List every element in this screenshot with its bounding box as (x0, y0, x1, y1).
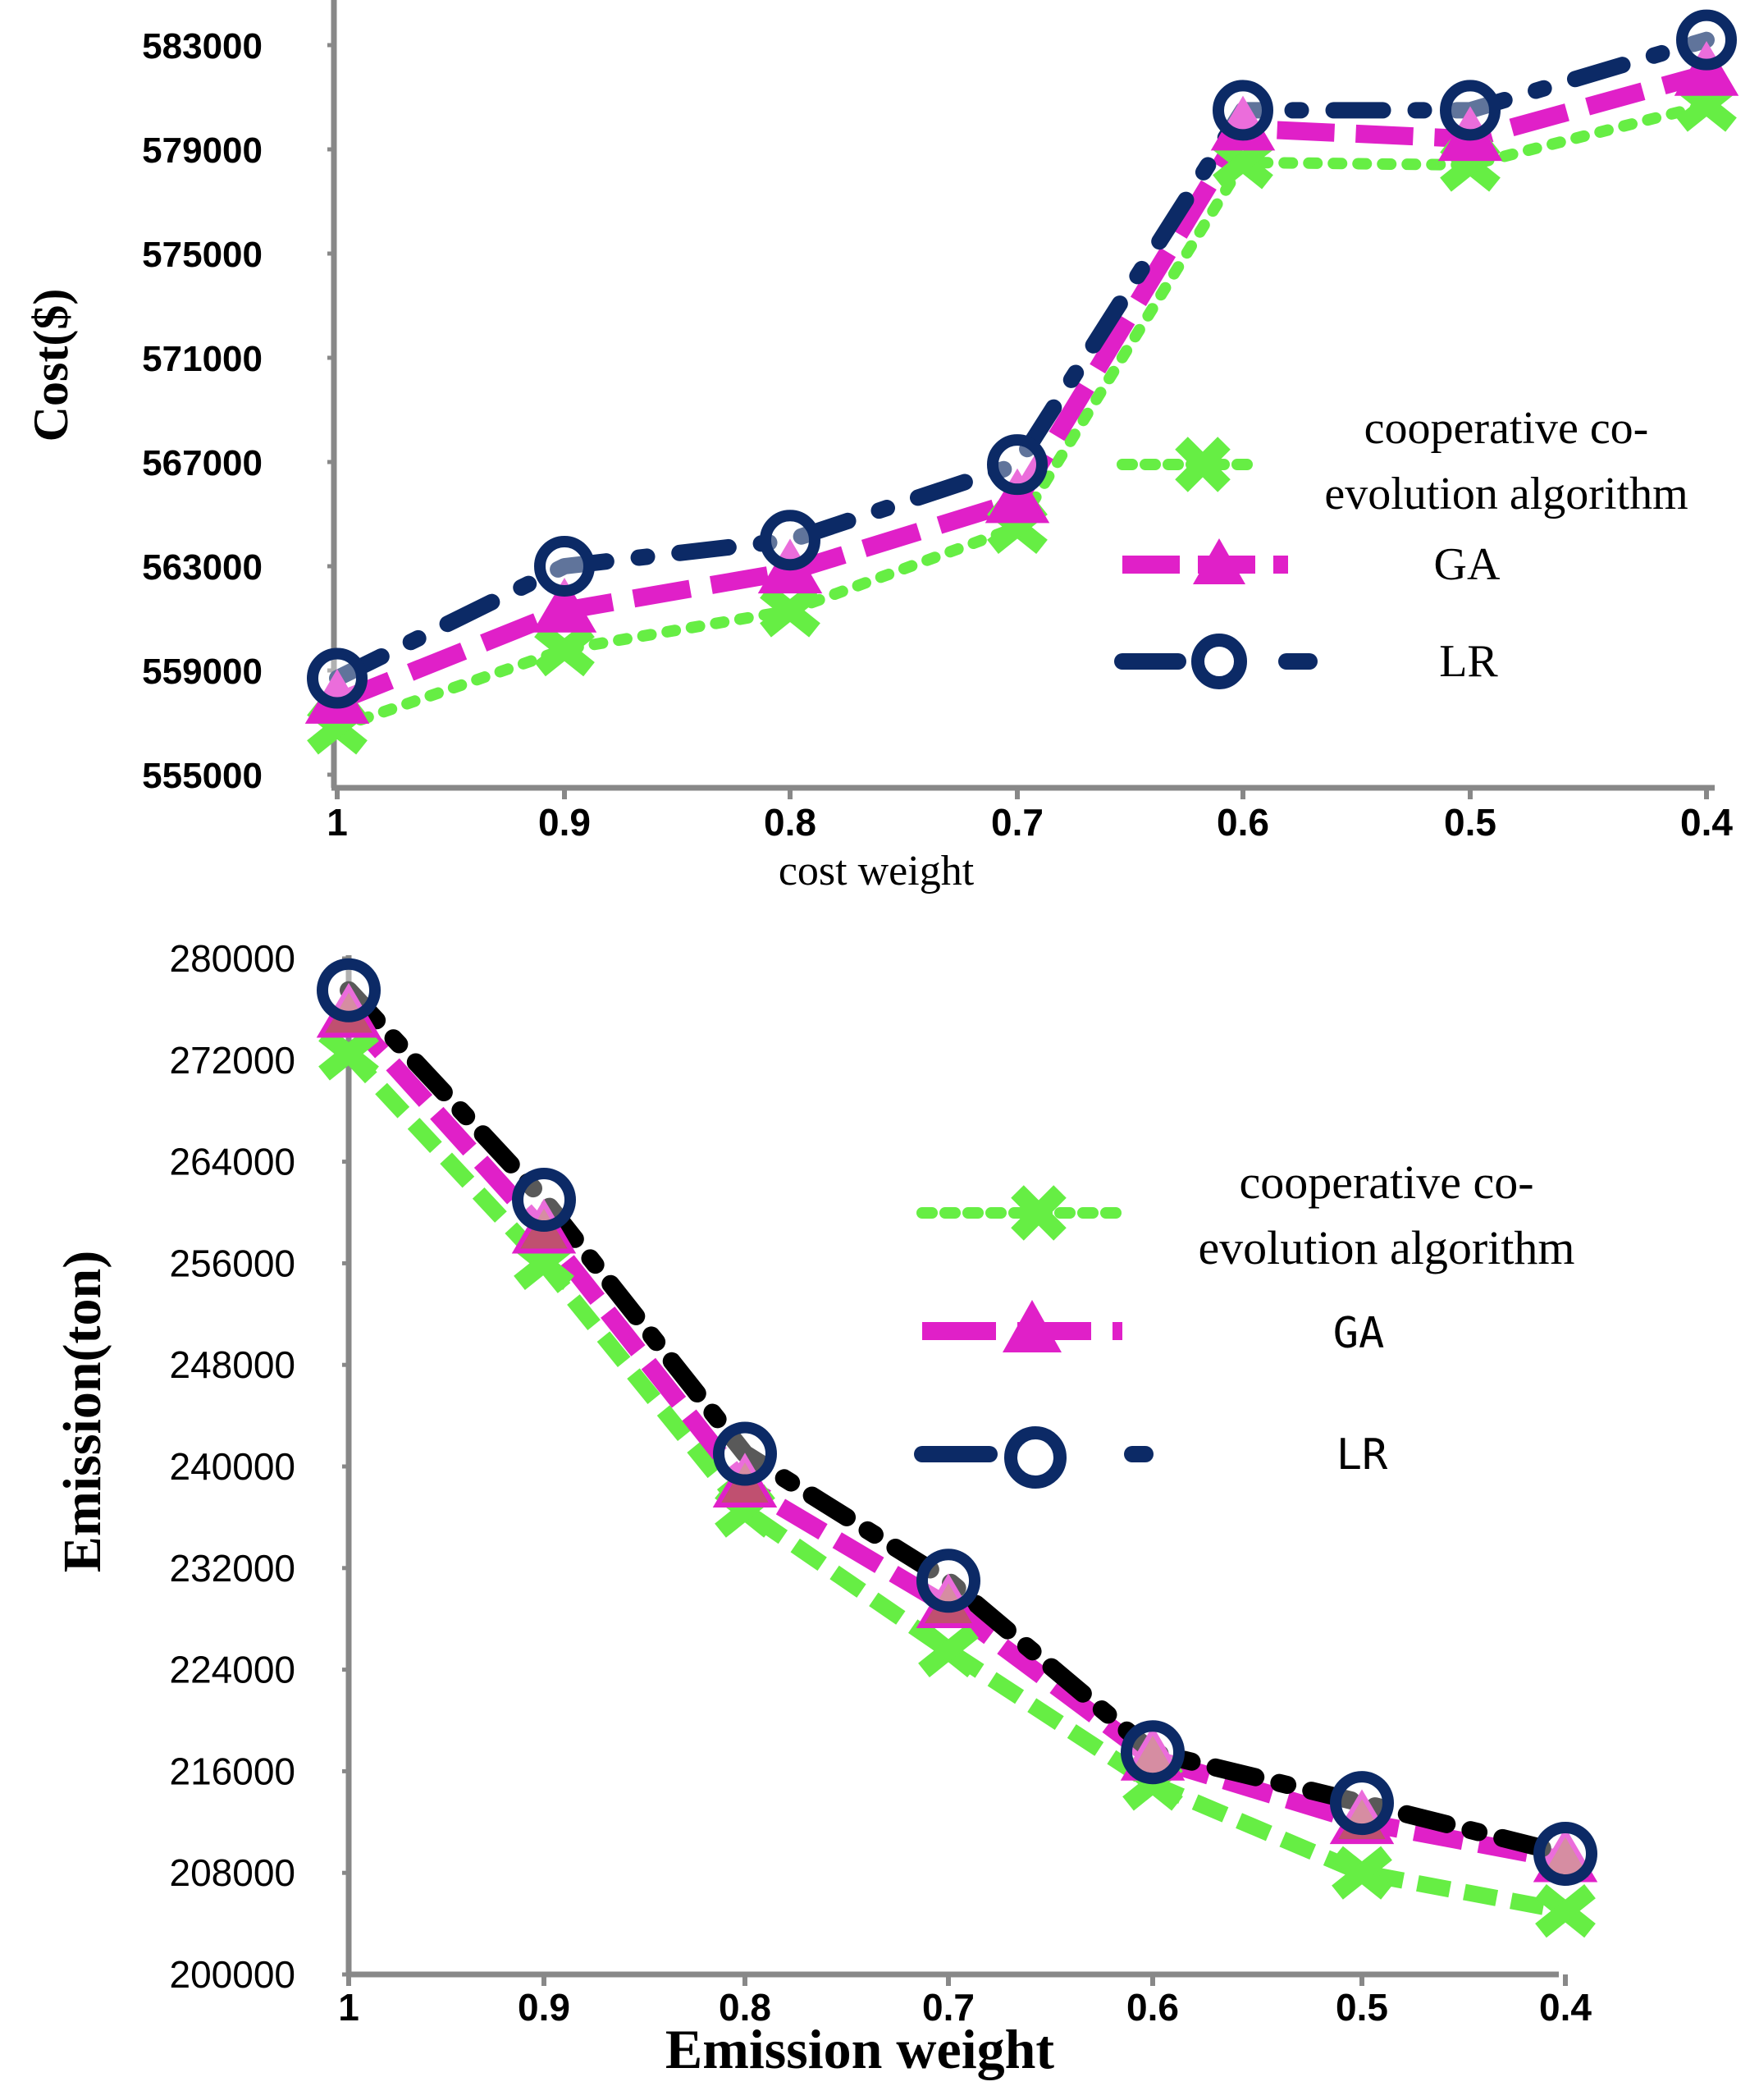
bottom-point-circle-marker (1330, 1771, 1394, 1836)
bottom-point-circle-marker (713, 1421, 777, 1486)
bottom-x-tick-label: 0.9 (518, 1986, 570, 2029)
bottom-y-ticks: 200000 208000 216000 224000 232000 240000 2480… (170, 937, 349, 1996)
bottom-point-x-marker (1332, 1846, 1392, 1900)
bottom-point-circle-marker (916, 1549, 980, 1613)
top-markers (304, 9, 1739, 755)
top-y-tick-label: 559000 (142, 652, 263, 692)
top-x-ticks: 1 0.9 0.8 0.7 0.6 0.5 0.4 (327, 788, 1733, 844)
bottom-point-circle-marker (512, 1168, 576, 1233)
bottom-legend-coop-label-1: cooperative co- (1239, 1155, 1533, 1209)
bottom-point-circle-marker (1533, 1821, 1597, 1886)
bottom-x-tick-label: 1 (338, 1986, 359, 2029)
top-y-tick-label: 583000 (142, 26, 263, 66)
bottom-point-x-marker (918, 1623, 979, 1677)
bottom-point-x-marker (1535, 1884, 1596, 1938)
top-chart: 555000 559000 563000 567000 571000 575000 5790… (24, 0, 1739, 894)
top-x-tick-label: 0.7 (991, 801, 1044, 844)
bottom-x-tick-label: 0.6 (1126, 1986, 1179, 2029)
bottom-y-tick-label: 208000 (170, 1851, 296, 1894)
bottom-y-tick-label: 232000 (170, 1547, 296, 1590)
bottom-y-tick-label: 280000 (170, 937, 296, 980)
top-y-axis-label: Cost($) (24, 289, 78, 442)
top-x-tick-label: 0.6 (1217, 801, 1269, 844)
top-point-triangle-marker (532, 578, 597, 633)
bottom-y-tick-label: 224000 (170, 1649, 296, 1691)
top-x-tick-label: 0.5 (1444, 801, 1496, 844)
bottom-point-x-marker (318, 1027, 379, 1081)
top-series-line-ga (333, 65, 1709, 711)
top-legend-coop-marker (1175, 437, 1231, 492)
top-x-tick-label: 0.4 (1680, 801, 1733, 844)
bottom-legend-coop-label-2: evolution algorithm (1198, 1221, 1574, 1274)
bottom-y-tick-label: 200000 (170, 1953, 296, 1996)
top-point-x-marker (534, 623, 595, 677)
top-point-x-marker (760, 583, 820, 638)
bottom-series-line-lr (340, 981, 1574, 1863)
bottom-point-circle-marker (317, 958, 381, 1023)
top-point-circle-marker (987, 434, 1048, 496)
top-legend-ga-label: GA (1434, 539, 1501, 590)
top-legend-ga-marker (1193, 538, 1245, 584)
top-point-triangle-marker (985, 468, 1050, 524)
bottom-legend-lr-label: LR (1336, 1430, 1388, 1480)
top-x-tick-label: 1 (327, 801, 348, 844)
bottom-legend-ga-label: GA (1333, 1309, 1385, 1358)
top-x-tick-label: 0.9 (538, 801, 591, 844)
bottom-y-tick-label: 248000 (170, 1343, 296, 1386)
top-legend-lr-marker (1191, 634, 1247, 689)
top-y-tick-label: 571000 (142, 339, 263, 379)
bottom-y-tick-label: 240000 (170, 1445, 296, 1488)
bottom-x-ticks: 1 0.9 0.8 0.7 0.6 0.5 0.4 (338, 1974, 1592, 2029)
top-y-tick-label: 579000 (142, 130, 263, 171)
bottom-y-tick-label: 216000 (170, 1750, 296, 1792)
bottom-x-tick-label: 0.4 (1539, 1986, 1592, 2029)
top-point-circle-marker (534, 536, 595, 597)
bottom-y-tick-label: 264000 (170, 1141, 296, 1183)
bottom-legend: cooperative co- evolution algorithm GA L… (914, 1155, 1575, 1489)
bottom-y-tick-label: 256000 (170, 1242, 296, 1284)
top-point-circle-marker (1676, 9, 1737, 71)
bottom-chart: 200000 208000 216000 224000 232000 240000 2480… (53, 937, 1598, 2080)
top-x-tick-label: 0.8 (764, 801, 816, 844)
bottom-x-tick-label: 0.7 (922, 1986, 975, 2029)
bottom-x-axis-label: Emission weight (665, 2018, 1055, 2080)
bottom-legend-lr-marker (1004, 1426, 1067, 1489)
top-point-circle-marker (760, 510, 820, 571)
top-y-tick-label: 575000 (142, 235, 263, 275)
bottom-legend-ga-marker (1003, 1300, 1062, 1352)
top-legend-coop-label-1: cooperative co- (1364, 403, 1649, 454)
top-legend-lr-label: LR (1439, 636, 1498, 687)
top-legend-coop-label-2: evolution algorithm (1324, 469, 1688, 519)
top-legend: cooperative co- evolution algorithm GA L… (1114, 403, 1688, 689)
bottom-markers (316, 958, 1598, 1938)
bottom-x-tick-label: 0.8 (719, 1986, 771, 2029)
top-point-circle-marker (307, 647, 368, 709)
top-y-tick-label: 567000 (142, 443, 263, 483)
top-y-ticks: 555000 559000 563000 567000 571000 575000 5790… (142, 26, 334, 796)
top-point-circle-marker (1213, 80, 1273, 141)
bottom-y-tick-label: 272000 (170, 1039, 296, 1082)
top-x-axis-label: cost weight (779, 848, 975, 894)
bottom-x-tick-label: 0.5 (1336, 1986, 1388, 2029)
bottom-y-axis-label: Emission(ton) (53, 1251, 112, 1572)
bottom-legend-coop-marker (1011, 1185, 1067, 1241)
top-y-tick-label: 555000 (142, 756, 263, 796)
top-y-tick-label: 563000 (142, 547, 263, 588)
bottom-point-circle-marker (1121, 1720, 1185, 1785)
top-point-circle-marker (1440, 80, 1501, 141)
